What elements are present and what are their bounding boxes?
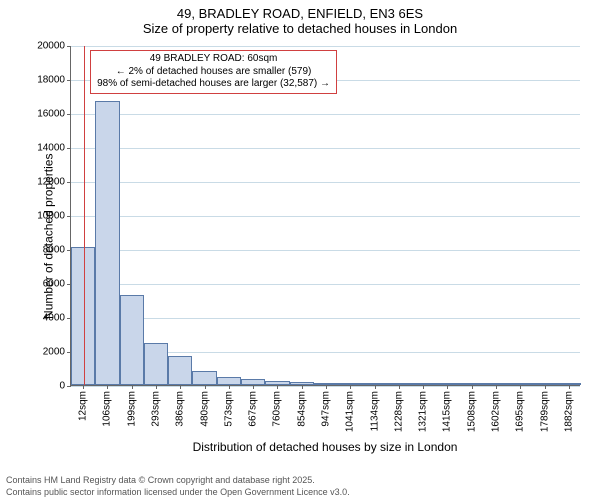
xtick-mark <box>326 385 327 389</box>
grid-line <box>71 114 580 115</box>
xtick-mark <box>132 385 133 389</box>
annotation-line3: 98% of semi-detached houses are larger (… <box>97 78 330 91</box>
xtick-mark <box>277 385 278 389</box>
xtick-label: 854sqm <box>296 391 307 427</box>
xtick-mark <box>399 385 400 389</box>
xtick-label: 106sqm <box>102 391 113 427</box>
xtick-label: 667sqm <box>248 391 259 427</box>
ytick-mark <box>67 148 71 149</box>
xtick-label: 1041sqm <box>345 391 356 432</box>
annotation-line2: ← 2% of detached houses are smaller (579… <box>97 66 330 79</box>
xtick-mark <box>447 385 448 389</box>
xtick-mark <box>520 385 521 389</box>
histogram-bar <box>217 377 241 386</box>
histogram-bar <box>168 356 192 385</box>
xtick-label: 1134sqm <box>369 391 380 431</box>
chart-title-line1: 49, BRADLEY ROAD, ENFIELD, EN3 6ES <box>0 6 600 21</box>
xtick-label: 293sqm <box>151 391 162 427</box>
y-axis-label: Number of detached properties <box>41 154 55 319</box>
ytick-mark <box>67 386 71 387</box>
grid-line <box>71 148 580 149</box>
xtick-label: 1415sqm <box>442 391 453 432</box>
ytick-label: 14000 <box>37 143 65 154</box>
grid-line <box>71 318 580 319</box>
grid-line <box>71 284 580 285</box>
xtick-mark <box>253 385 254 389</box>
ytick-label: 2000 <box>43 347 65 358</box>
grid-line <box>71 46 580 47</box>
xtick-mark <box>156 385 157 389</box>
xtick-label: 1228sqm <box>393 391 404 432</box>
histogram-bar <box>95 101 119 385</box>
xtick-label: 1321sqm <box>418 391 429 432</box>
ytick-label: 16000 <box>37 109 65 120</box>
xtick-label: 1508sqm <box>466 391 477 432</box>
xtick-mark <box>375 385 376 389</box>
ytick-mark <box>67 114 71 115</box>
xtick-label: 1695sqm <box>515 391 526 432</box>
ytick-label: 0 <box>59 381 65 392</box>
xtick-mark <box>107 385 108 389</box>
ytick-label: 20000 <box>37 41 65 52</box>
ytick-mark <box>67 216 71 217</box>
xtick-mark <box>496 385 497 389</box>
marker-line <box>84 46 85 385</box>
annotation-line1: 49 BRADLEY ROAD: 60sqm <box>97 53 330 66</box>
footer-line1: Contains HM Land Registry data © Crown c… <box>6 475 315 486</box>
histogram-bar <box>192 371 216 385</box>
xtick-label: 480sqm <box>199 391 210 427</box>
chart-title-block: 49, BRADLEY ROAD, ENFIELD, EN3 6ES Size … <box>0 0 600 36</box>
xtick-mark <box>545 385 546 389</box>
histogram-bar <box>144 343 168 386</box>
xtick-label: 1789sqm <box>539 391 550 432</box>
ytick-mark <box>67 80 71 81</box>
annotation-box: 49 BRADLEY ROAD: 60sqm← 2% of detached h… <box>90 50 337 94</box>
plot-area: 0200040006000800010000120001400016000180… <box>70 46 580 386</box>
xtick-mark <box>180 385 181 389</box>
xtick-mark <box>205 385 206 389</box>
x-axis-label: Distribution of detached houses by size … <box>70 440 580 454</box>
xtick-label: 947sqm <box>321 391 332 427</box>
xtick-label: 199sqm <box>126 391 137 427</box>
ytick-mark <box>67 46 71 47</box>
histogram-bar <box>120 295 144 385</box>
xtick-mark <box>569 385 570 389</box>
ytick-label: 18000 <box>37 75 65 86</box>
xtick-mark <box>302 385 303 389</box>
xtick-label: 12sqm <box>78 391 89 421</box>
xtick-mark <box>83 385 84 389</box>
footer-line2: Contains public sector information licen… <box>6 487 350 498</box>
xtick-mark <box>229 385 230 389</box>
xtick-label: 760sqm <box>272 391 283 427</box>
xtick-mark <box>472 385 473 389</box>
xtick-label: 1882sqm <box>563 391 574 432</box>
xtick-label: 1602sqm <box>491 391 502 432</box>
grid-line <box>71 216 580 217</box>
grid-line <box>71 250 580 251</box>
xtick-mark <box>423 385 424 389</box>
chart-title-line2: Size of property relative to detached ho… <box>0 21 600 36</box>
chart-container: 49, BRADLEY ROAD, ENFIELD, EN3 6ES Size … <box>0 0 600 500</box>
xtick-mark <box>350 385 351 389</box>
ytick-mark <box>67 182 71 183</box>
xtick-label: 386sqm <box>175 391 186 427</box>
xtick-label: 573sqm <box>223 391 234 427</box>
grid-line <box>71 182 580 183</box>
